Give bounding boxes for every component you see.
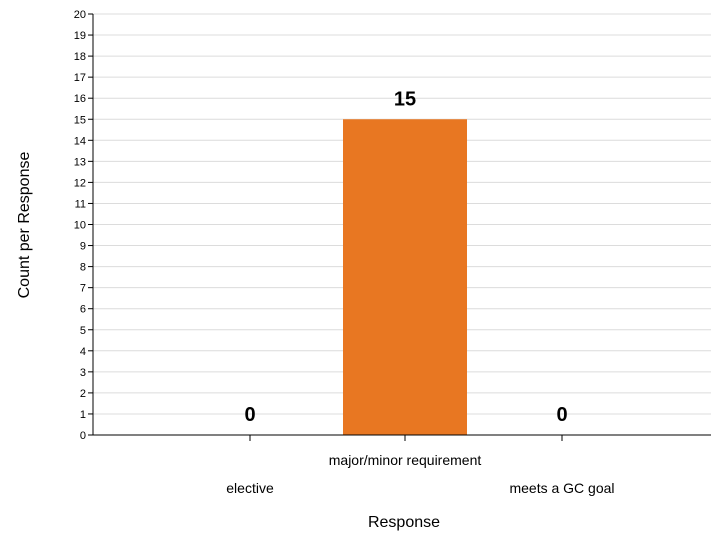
y-tick-label: 18 [74, 51, 86, 63]
y-tick-label: 10 [74, 220, 86, 232]
y-tick-label: 17 [74, 72, 86, 84]
y-tick-label: 0 [80, 430, 86, 442]
y-tick-label: 12 [74, 177, 86, 189]
y-tick-label: 3 [80, 367, 86, 379]
y-tick-label: 6 [80, 304, 86, 316]
y-tick-label: 15 [74, 114, 86, 126]
y-tick-label: 9 [80, 241, 86, 253]
y-tick-label: 14 [74, 135, 86, 147]
y-axis-title: Count per Response [16, 152, 33, 299]
data-label: 0 [556, 404, 567, 426]
y-tick-label: 8 [80, 262, 86, 274]
data-label: 15 [394, 88, 416, 110]
x-axis-ticks: elective major/minor requirement meets a G… [226, 435, 615, 496]
data-label: 0 [244, 404, 255, 426]
x-tick-label: meets a GC goal [509, 480, 614, 496]
y-tick-label: 13 [74, 156, 86, 168]
bars [343, 119, 467, 435]
y-tick-label: 19 [74, 30, 86, 42]
y-tick-label: 11 [75, 198, 86, 210]
y-tick-label: 5 [80, 325, 86, 337]
y-tick-label: 7 [80, 283, 86, 295]
y-tick-label: 16 [74, 93, 86, 105]
y-tick-label: 2 [80, 388, 86, 400]
y-tick-label: 4 [80, 346, 86, 358]
x-tick-label: major/minor requirement [329, 452, 482, 468]
x-axis-title: Response [368, 514, 440, 531]
data-labels: 0 15 0 [244, 88, 567, 426]
y-tick-label: 20 [74, 9, 86, 21]
y-tick-label: 1 [80, 409, 86, 421]
bar [343, 119, 467, 435]
x-tick-label: elective [226, 480, 274, 496]
